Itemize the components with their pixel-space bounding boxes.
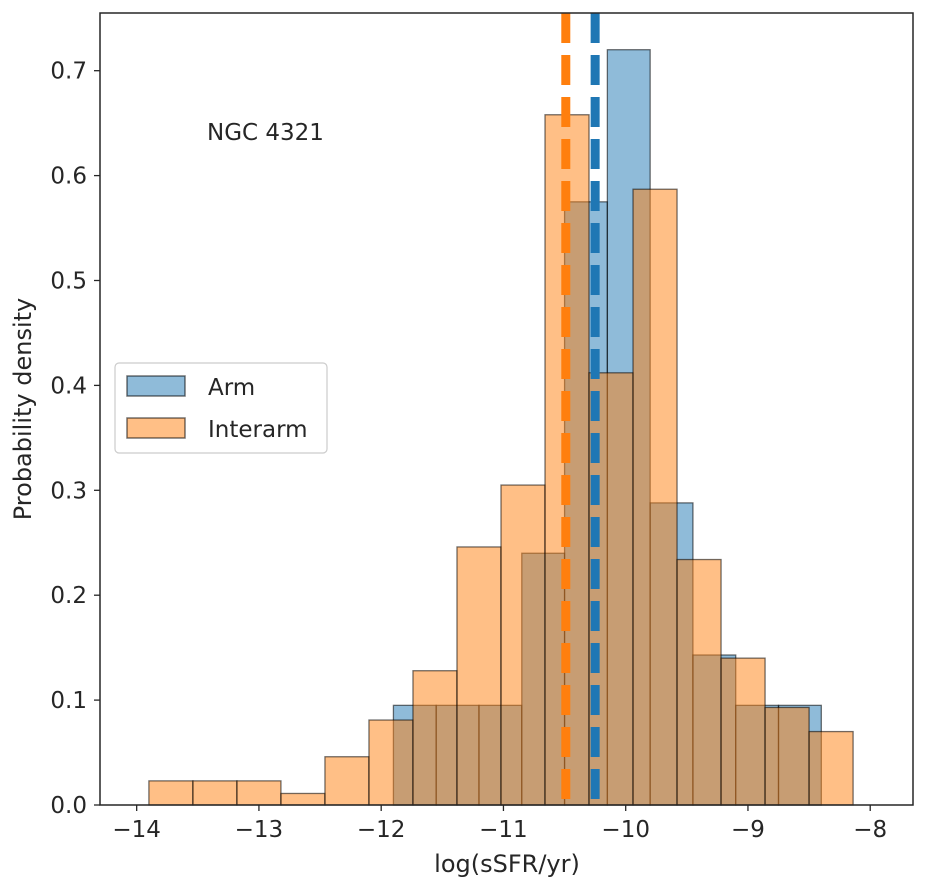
bar-interarm-5 — [368, 719, 414, 806]
y-tick-label-0: 0.0 — [50, 793, 87, 819]
bar-interarm-8 — [500, 484, 546, 806]
y-tick-label-2: 0.2 — [50, 583, 87, 609]
bar-interarm-12 — [676, 558, 722, 806]
x-axis-ticks: −14 −13 −12 −11 −10 −9 −8 — [112, 805, 887, 843]
bar-interarm-13 — [720, 657, 766, 806]
x-tick-label-5: −9 — [731, 817, 765, 843]
plot-frame — [99, 12, 914, 806]
legend-label-arm: Arm — [208, 375, 255, 401]
bar-interarm-1 — [192, 780, 238, 806]
y-tick-label-6: 0.6 — [50, 164, 87, 190]
bar-interarm-4 — [324, 756, 370, 806]
x-tick-label-2: −12 — [357, 817, 406, 843]
y-tick-label-4: 0.4 — [50, 373, 87, 399]
x-tick-label-3: −11 — [479, 817, 528, 843]
bar-interarm-0 — [148, 780, 194, 806]
y-axis-label: Probability density — [9, 298, 37, 521]
bar-interarm-15 — [808, 730, 854, 806]
x-axis-label: log(sSFR/yr) — [434, 850, 580, 878]
bar-interarm-3 — [280, 792, 326, 806]
y-tick-label-1: 0.1 — [50, 688, 87, 714]
y-tick-label-5: 0.5 — [50, 268, 87, 294]
legend-swatch-interarm — [126, 417, 186, 439]
bar-interarm-2 — [236, 780, 282, 806]
mean-lines-layer — [561, 13, 600, 805]
y-tick-label-3: 0.3 — [50, 478, 87, 504]
legend-swatch-arm — [126, 375, 186, 397]
galaxy-annotation: NGC 4321 — [207, 120, 324, 146]
x-tick-label-0: −14 — [112, 817, 161, 843]
legend: Arm Interarm — [114, 362, 328, 454]
y-tick-label-7: 0.7 — [50, 59, 87, 85]
bar-interarm-7 — [456, 546, 502, 806]
bar-interarm-11 — [632, 188, 678, 806]
x-tick-label-1: −13 — [235, 817, 284, 843]
legend-label-interarm: Interarm — [208, 417, 308, 443]
x-tick-label-4: −10 — [601, 817, 650, 843]
bar-interarm-14 — [764, 706, 810, 806]
y-axis-ticks: 0.0 0.1 0.2 0.3 0.4 0.5 0.6 0.7 — [50, 59, 100, 819]
x-tick-label-6: −8 — [853, 817, 887, 843]
bar-interarm-6 — [412, 670, 458, 806]
